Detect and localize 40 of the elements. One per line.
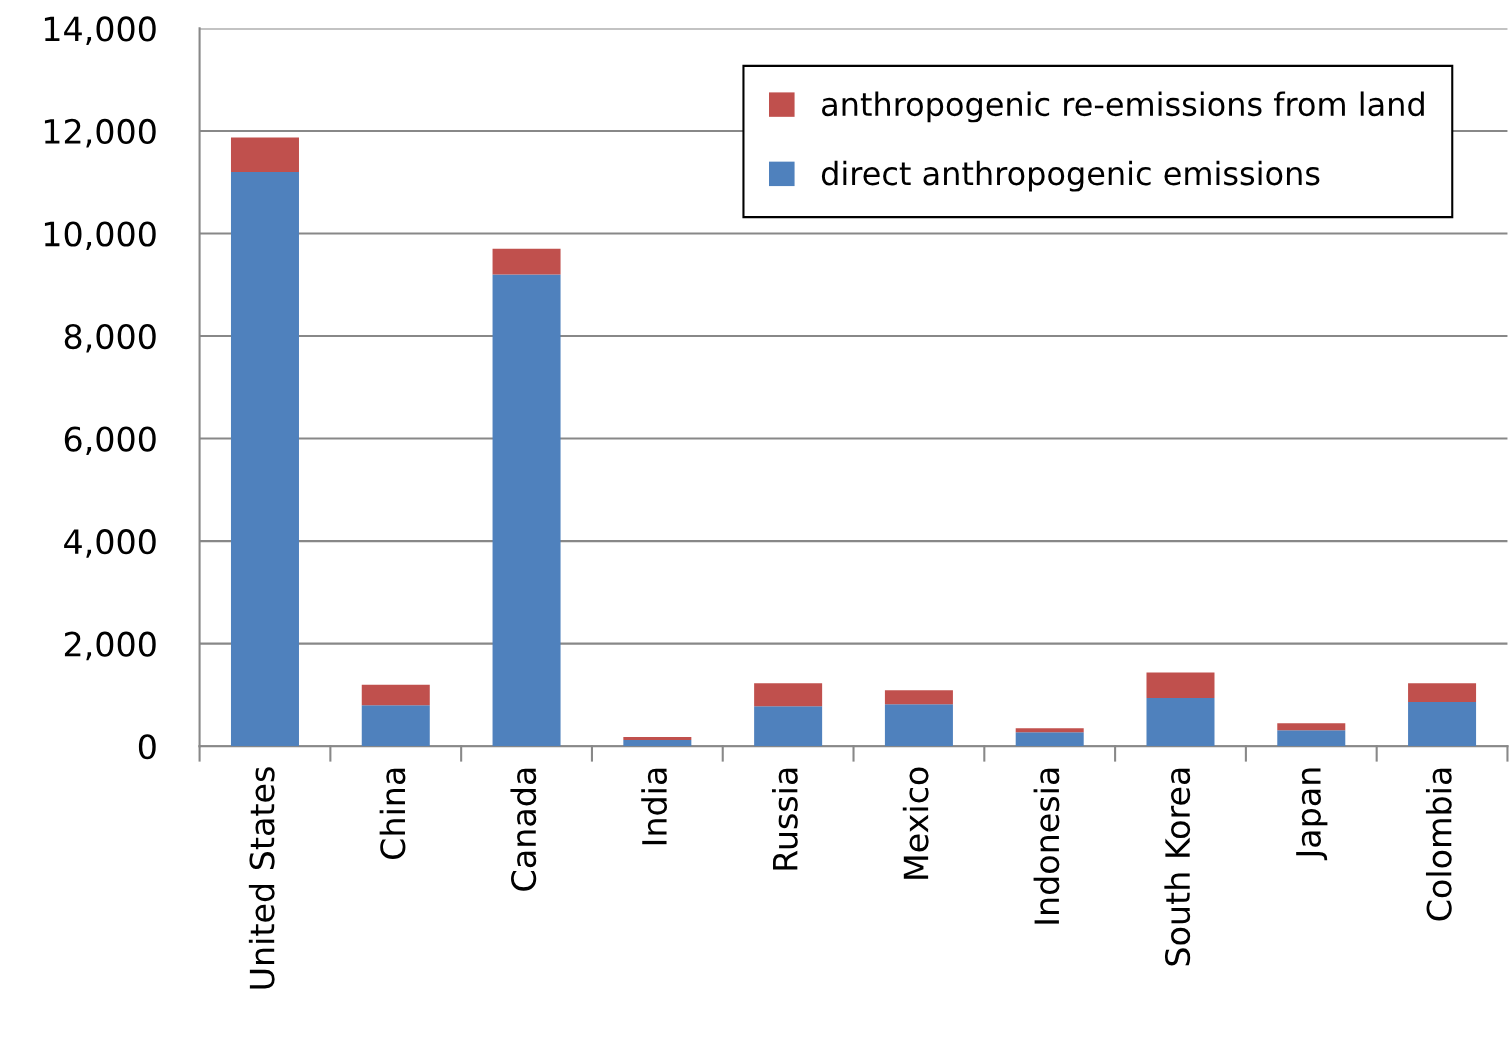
x-tick-label: South Korea: [1164, 768, 1191, 966]
x-tick-label: Canada: [510, 768, 537, 891]
bar: [361, 684, 430, 706]
bar: [1146, 672, 1215, 699]
bar: [1277, 723, 1346, 731]
bar: [1146, 698, 1215, 747]
bar: [492, 248, 561, 275]
bar: [884, 690, 953, 705]
bar: [1277, 730, 1346, 747]
legend-label: direct anthropogenic emissions: [821, 160, 1320, 192]
bar: [1015, 732, 1084, 747]
x-tick-label: India: [641, 768, 668, 845]
bar: [884, 704, 953, 747]
y-tick-label: 10,000: [44, 221, 156, 251]
y-tick-label: 6,000: [64, 426, 156, 456]
x-tick-label: Indonesia: [1033, 768, 1060, 924]
y-tick-label: 8,000: [64, 323, 156, 353]
bar: [230, 137, 299, 172]
y-tick-label: 0: [138, 734, 156, 760]
x-tick-label: Colombia: [1425, 768, 1452, 921]
x-tick-label: Japan: [1296, 768, 1328, 861]
y-tick-label: 12,000: [44, 118, 156, 148]
bar: [361, 705, 430, 747]
y-tick-label: 2,000: [64, 631, 156, 661]
y-tick-label: 4,000: [64, 529, 156, 558]
legend-label: anthropogenic re-emissions from land: [822, 91, 1424, 123]
x-tick-label: Russia: [772, 768, 798, 870]
x-tick-label: China: [379, 768, 406, 859]
y-tick-label: 14,000: [44, 16, 156, 45]
x-tick-label: United States: [248, 767, 275, 989]
bar: [754, 683, 823, 707]
bar: [1408, 702, 1477, 747]
bar: [492, 274, 561, 747]
bar: [623, 740, 692, 747]
bar: [1015, 728, 1084, 733]
bar: [230, 171, 299, 747]
bar: [623, 736, 692, 741]
bar: [1408, 683, 1477, 703]
x-tick-label: Mexico: [902, 767, 929, 879]
bar: [754, 706, 823, 747]
